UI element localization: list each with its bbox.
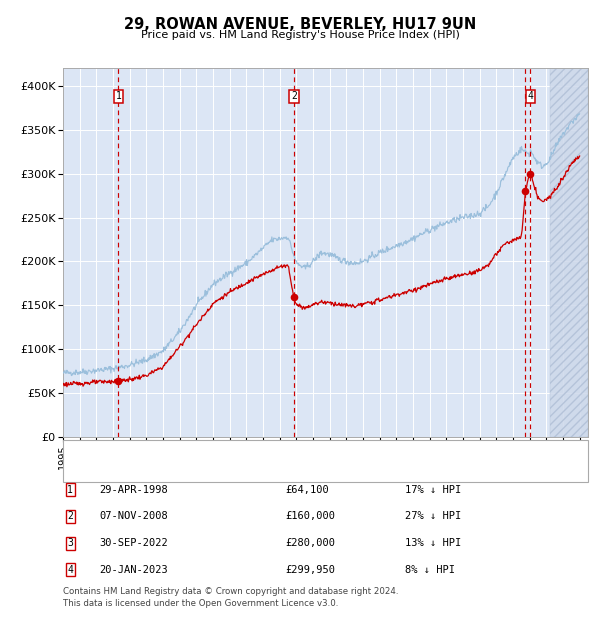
Text: 2: 2 xyxy=(291,91,297,101)
Text: 20-JAN-2023: 20-JAN-2023 xyxy=(99,565,168,575)
FancyBboxPatch shape xyxy=(63,440,588,482)
Text: £299,950: £299,950 xyxy=(285,565,335,575)
Bar xyxy=(550,68,588,437)
Text: 1: 1 xyxy=(67,485,73,495)
Text: 8% ↓ HPI: 8% ↓ HPI xyxy=(405,565,455,575)
Text: 17% ↓ HPI: 17% ↓ HPI xyxy=(405,485,461,495)
Text: Price paid vs. HM Land Registry's House Price Index (HPI): Price paid vs. HM Land Registry's House … xyxy=(140,30,460,40)
Text: 2: 2 xyxy=(67,512,73,521)
Text: 29, ROWAN AVENUE, BEVERLEY, HU17 9UN (detached house): 29, ROWAN AVENUE, BEVERLEY, HU17 9UN (de… xyxy=(109,446,428,456)
Text: £64,100: £64,100 xyxy=(285,485,329,495)
Text: 29, ROWAN AVENUE, BEVERLEY, HU17 9UN: 29, ROWAN AVENUE, BEVERLEY, HU17 9UN xyxy=(124,17,476,32)
Text: 30-SEP-2022: 30-SEP-2022 xyxy=(99,538,168,548)
Text: 4: 4 xyxy=(527,91,533,101)
Text: 27% ↓ HPI: 27% ↓ HPI xyxy=(405,512,461,521)
Text: £160,000: £160,000 xyxy=(285,512,335,521)
Text: 3: 3 xyxy=(67,538,73,548)
Text: £280,000: £280,000 xyxy=(285,538,335,548)
Text: HPI: Average price, detached house, East Riding of Yorkshire: HPI: Average price, detached house, East… xyxy=(109,468,424,478)
Text: 13% ↓ HPI: 13% ↓ HPI xyxy=(405,538,461,548)
Text: This data is licensed under the Open Government Licence v3.0.: This data is licensed under the Open Gov… xyxy=(63,598,338,608)
Text: 1: 1 xyxy=(116,91,121,101)
Text: 29-APR-1998: 29-APR-1998 xyxy=(99,485,168,495)
Text: 07-NOV-2008: 07-NOV-2008 xyxy=(99,512,168,521)
Text: 4: 4 xyxy=(67,565,73,575)
Text: Contains HM Land Registry data © Crown copyright and database right 2024.: Contains HM Land Registry data © Crown c… xyxy=(63,587,398,596)
